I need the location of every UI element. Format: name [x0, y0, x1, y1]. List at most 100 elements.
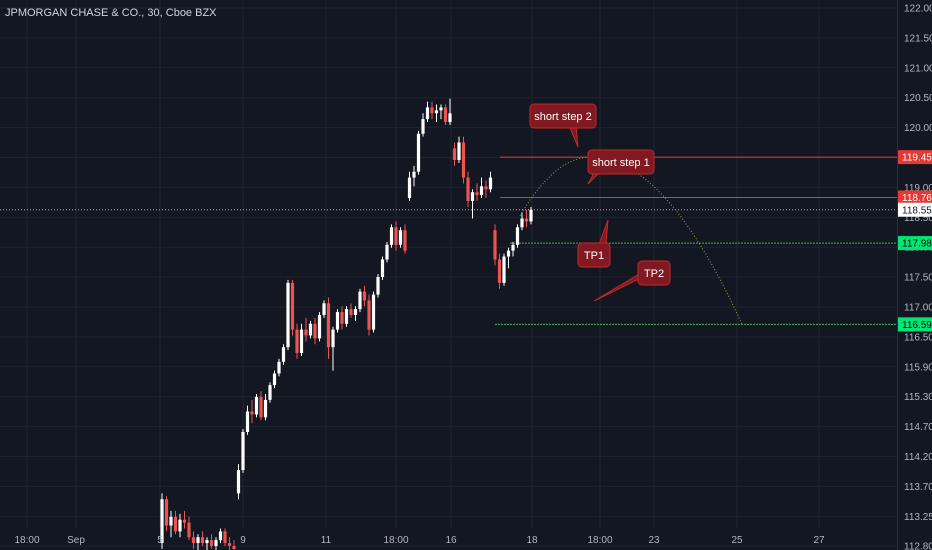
candle-body [403, 230, 407, 251]
candle [313, 317, 317, 345]
candle-body [398, 230, 403, 245]
candles [160, 98, 533, 550]
price-label-support: 116.59 [898, 317, 932, 332]
callout-text: short step 2 [534, 111, 591, 123]
candle-body [407, 177, 412, 199]
candle [394, 221, 398, 251]
candle-body [263, 399, 268, 418]
callout-short-step-2[interactable]: short step 2 [529, 103, 597, 148]
candle [407, 171, 412, 201]
candle [236, 464, 241, 500]
y-tick-label: 115.90 [904, 362, 932, 373]
y-tick-label: 112.80 [904, 542, 932, 550]
candle [241, 429, 245, 473]
callout-box [529, 103, 597, 129]
candle-body [412, 171, 416, 178]
candle-body [205, 540, 209, 544]
current-price-label: 118.55 [898, 202, 932, 217]
candle-body [358, 291, 362, 310]
candle-body [322, 303, 326, 316]
candle-body [236, 469, 241, 494]
y-tick-label: 113.25 [904, 512, 932, 523]
candle-body [281, 347, 286, 362]
candle-body [232, 546, 236, 549]
callout-text: TP1 [584, 250, 604, 262]
candle-body [461, 142, 466, 178]
candle [520, 212, 524, 231]
x-tick-label: 25 [731, 535, 743, 546]
candle [335, 309, 340, 333]
time-axis[interactable]: 18:00 Sep 5 9 11 18:00 16 18 18:00 23 25 27 [14, 535, 825, 546]
candle [353, 306, 358, 321]
candle [385, 241, 389, 263]
candle-body [439, 107, 443, 111]
candle [344, 306, 349, 327]
candle-body [443, 107, 448, 123]
x-tick-label: 18:00 [383, 535, 408, 546]
projection-arc [519, 156, 743, 325]
candle [479, 177, 484, 199]
candle [160, 493, 164, 549]
candle [295, 323, 299, 359]
candle [173, 510, 178, 535]
candle-body [254, 396, 259, 415]
candle-body [371, 294, 376, 330]
svg-text:118.55: 118.55 [902, 205, 932, 216]
grid [0, 0, 897, 547]
candle-body [353, 309, 358, 316]
candle [367, 294, 371, 336]
x-tick-label: 16 [445, 535, 457, 546]
candle [452, 142, 457, 166]
candle [448, 98, 452, 125]
candle [187, 516, 191, 541]
candle-body [493, 230, 497, 260]
candle-body [286, 282, 290, 348]
candle-body [380, 259, 385, 277]
candle [376, 274, 380, 298]
svg-text:119.45: 119.45 [902, 153, 932, 164]
y-tick-label: 114.70 [904, 422, 932, 433]
candle-body [479, 186, 484, 196]
y-tick-label: 121.00 [904, 63, 932, 74]
y-tick-label: 113.70 [904, 482, 932, 493]
candle [304, 317, 308, 342]
candle [425, 101, 430, 123]
candle [250, 399, 254, 424]
candle [349, 303, 353, 318]
candle [488, 171, 493, 193]
price-axis[interactable]: 122.00121.50121.00120.50120.00119.50119.… [904, 4, 932, 550]
candle [218, 528, 223, 544]
callout-box [637, 260, 671, 286]
candle-body [452, 148, 457, 161]
candle [466, 171, 470, 207]
candle-body [335, 312, 340, 330]
candle-body [160, 499, 164, 544]
callouts: short step 2 short step 1 TP1 TP2 [529, 103, 671, 302]
candle-body [187, 522, 191, 538]
callout-short-step-1[interactable]: short step 1 [587, 149, 655, 185]
projection-arc-line[interactable] [519, 156, 743, 325]
candle [290, 279, 295, 336]
x-tick-label: 18:00 [14, 535, 39, 546]
candle [403, 224, 407, 254]
candle [502, 253, 506, 286]
callout-tp1[interactable]: TP1 [577, 219, 611, 268]
candle [205, 537, 209, 550]
x-tick-label: Sep [67, 535, 85, 546]
x-tick-label: 9 [240, 535, 246, 546]
candle-body [457, 142, 461, 161]
candle [299, 323, 304, 356]
callout-text: short step 1 [592, 157, 649, 169]
candle [281, 344, 286, 365]
candle-body [290, 282, 295, 330]
candle [434, 104, 439, 123]
callout-tp2[interactable]: TP2 [593, 260, 671, 302]
price-label-resistance: 118.76 [898, 190, 932, 205]
callout-box [577, 242, 611, 268]
candle [308, 320, 313, 339]
candle [439, 104, 443, 120]
candle [358, 288, 362, 313]
candle [380, 256, 385, 280]
